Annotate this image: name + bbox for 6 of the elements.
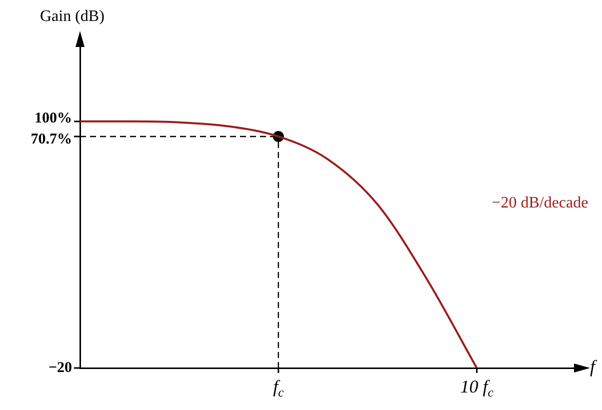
text: Gain (dB): [40, 8, 104, 26]
text: 70.7%: [30, 131, 72, 148]
text: −20: [48, 360, 72, 376]
annotation: −20 dB/decade: [492, 194, 588, 212]
x-axis-title: f: [590, 356, 598, 377]
text: 100%: [34, 110, 72, 126]
